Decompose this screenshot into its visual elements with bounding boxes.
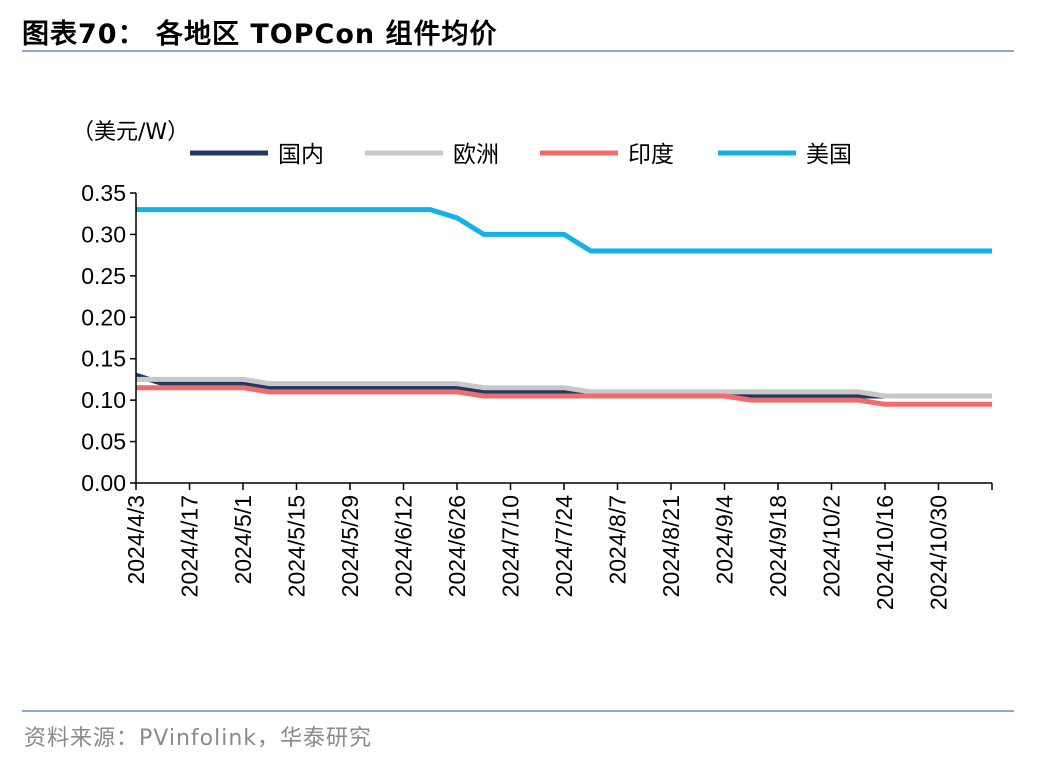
x-tick-label: 2024/7/10 — [498, 495, 524, 597]
source-note: 资料来源：PVinfolink，华泰研究 — [24, 726, 373, 751]
x-tick-label: 2024/5/15 — [284, 495, 310, 597]
y-tick-label: 0.05 — [81, 429, 126, 455]
y-tick-label: 0.10 — [81, 387, 126, 413]
x-tick-label: 2024/9/18 — [765, 495, 791, 597]
x-tick-label: 2024/4/3 — [123, 495, 149, 585]
axes: 0.00 0.05 0.10 0.15 0.20 0.25 0.30 0.35 2024/4/3… — [81, 180, 993, 610]
x-tick-label: 2024/5/29 — [337, 495, 363, 597]
legend-label-3: 印度 — [628, 142, 674, 168]
y-tick-label: 0.35 — [81, 180, 126, 206]
series-line-3 — [136, 385, 992, 407]
x-tick-label: 2024/10/30 — [926, 495, 952, 610]
x-tick-label: 2024/8/21 — [658, 495, 684, 597]
x-tick-label: 2024/5/1 — [230, 495, 256, 585]
title-divider — [22, 50, 1014, 52]
y-tick-label: 0.25 — [81, 263, 126, 289]
y-tick-label: 0.15 — [81, 346, 126, 372]
x-tick-label: 2024/6/26 — [444, 495, 470, 597]
x-tick-label: 2024/10/2 — [819, 495, 845, 597]
x-tick-label: 2024/7/24 — [551, 495, 577, 598]
series-line-1 — [135, 372, 992, 399]
y-tick-label: 0.00 — [81, 470, 126, 496]
y-unit-label: （美元/W） — [72, 120, 189, 145]
source-divider — [22, 710, 1014, 712]
series-layer — [135, 207, 992, 407]
series-line-2 — [136, 376, 992, 399]
legend-label-1: 国内 — [278, 142, 324, 168]
legend: 国内 欧洲 印度 美国 — [190, 142, 852, 168]
series-line-4 — [136, 207, 992, 254]
x-tick-label: 2024/6/12 — [391, 495, 417, 597]
legend-label-4: 美国 — [806, 142, 852, 168]
x-tick-label: 2024/8/7 — [605, 495, 631, 585]
line-chart: （美元/W） 国内 欧洲 印度 美国 0.00 0.05 0.10 0.15 0.20 0.25… — [72, 120, 993, 610]
y-tick-label: 0.30 — [81, 221, 126, 247]
x-tick-label: 2024/4/17 — [177, 495, 203, 597]
x-tick-label: 2024/10/16 — [872, 495, 898, 610]
legend-label-2: 欧洲 — [453, 142, 499, 168]
y-tick-label: 0.20 — [81, 304, 126, 330]
x-tick-label: 2024/9/4 — [712, 495, 738, 585]
figure-title: 图表70： 各地区 TOPCon 组件均价 — [22, 19, 498, 50]
